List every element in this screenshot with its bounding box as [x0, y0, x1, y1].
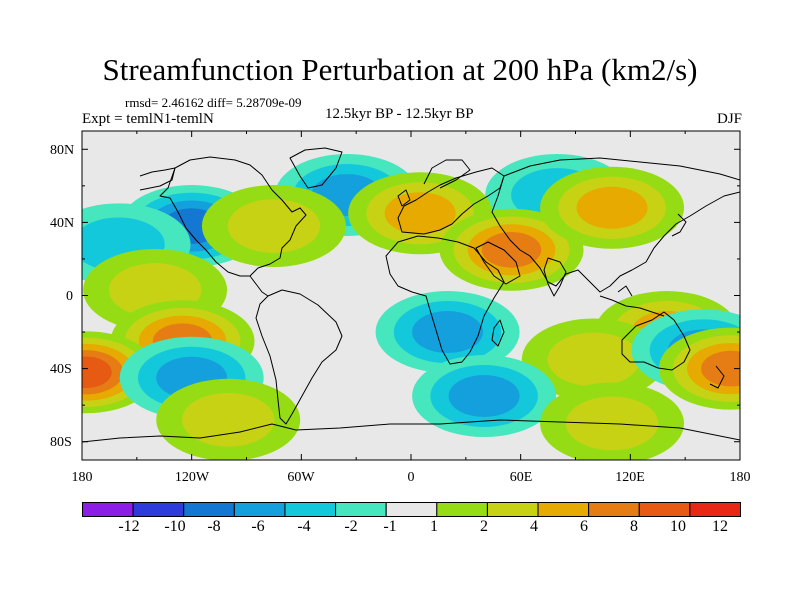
colorbar-box-6 — [385, 502, 438, 517]
field-contour-18-1 — [182, 392, 275, 447]
coastline-scandinavia — [423, 159, 471, 189]
coastline-alaska — [139, 167, 176, 191]
coastline-africa — [385, 235, 505, 365]
colorbar-box-9 — [537, 502, 590, 517]
colorbar-box-10 — [588, 502, 640, 517]
period-label: 12.5kyr BP - 12.5kyr BP — [325, 106, 474, 122]
coastline-australia — [621, 311, 691, 371]
colorbar-label: -6 — [251, 518, 265, 535]
coastline-indonesia — [599, 285, 665, 317]
colorbar-label: 1 — [430, 518, 438, 535]
colorbar — [82, 502, 742, 517]
field-contour-5-3 — [481, 231, 542, 268]
coastline-madagascar — [491, 319, 505, 347]
field-contour-12-1 — [547, 332, 640, 387]
colorbar-label: -10 — [164, 518, 186, 535]
lon-tick-0: 0 — [407, 470, 415, 485]
colorbar-label: -12 — [118, 518, 140, 535]
field-contour-10-2 — [412, 311, 484, 354]
coastline-arabia — [475, 241, 521, 285]
lon-tick-120w: 120W — [174, 470, 210, 485]
coastline-greenland — [289, 147, 343, 189]
field-contour-15-4 — [82, 356, 112, 389]
stats-line: rmsd= 2.46162 diff= 5.28709e-09 — [125, 95, 302, 110]
colorbar-box-11 — [638, 502, 691, 517]
coastline-new-zealand — [709, 365, 725, 389]
coastline-layer — [82, 147, 740, 443]
lon-tick-180e: 180 — [729, 470, 751, 485]
colorbar-box-12 — [689, 502, 742, 517]
field-contour-4-2 — [384, 192, 456, 235]
colorbar-label: 4 — [530, 518, 538, 535]
streamfunction-field — [82, 153, 740, 460]
field-contour-7-1 — [227, 199, 321, 253]
coastline-british-isles — [397, 189, 411, 207]
colorbar-label: -1 — [383, 518, 397, 535]
lat-tick-0: 0 — [66, 289, 73, 304]
field-contour-17-2 — [448, 375, 520, 418]
colorbar-box-5 — [335, 502, 387, 517]
lat-tick-80s: 80S — [50, 435, 72, 450]
coastline-japan — [671, 213, 687, 237]
lon-tick-120e: 120E — [615, 470, 645, 485]
colorbar-box-3 — [233, 502, 286, 517]
colorbar-box-7 — [436, 502, 488, 517]
colorbar-box-0 — [82, 502, 134, 517]
lon-tick-60w: 60W — [287, 470, 315, 485]
lat-tick-80n: 80N — [50, 143, 75, 158]
colorbar-label: 8 — [630, 518, 638, 535]
colorbar-box-2 — [183, 502, 235, 517]
coastline-antarctica — [82, 419, 740, 443]
coastline-india — [543, 257, 567, 297]
season-label: DJF — [716, 111, 742, 127]
lat-tick-40n: 40N — [50, 216, 75, 231]
colorbar-box-4 — [284, 502, 337, 517]
colorbar-label: -2 — [344, 518, 358, 535]
lon-tick-180w: 180 — [71, 470, 93, 485]
colorbar-label: 12 — [712, 518, 728, 535]
coastline-asia — [491, 157, 740, 293]
coastline-europe — [397, 167, 505, 235]
colorbar-label: -4 — [297, 518, 311, 535]
figure-title: Streamfunction Perturbation at 200 hPa (… — [102, 52, 698, 87]
colorbar-box-8 — [486, 502, 539, 517]
colorbar-label: 10 — [670, 518, 686, 535]
colorbar-label: 6 — [580, 518, 588, 535]
lon-tick-60e: 60E — [509, 470, 533, 485]
colorbar-box-1 — [132, 502, 185, 517]
field-contour-14-3 — [701, 350, 740, 387]
experiment-label: Expt = temlN1-temlN — [82, 111, 214, 127]
coastline-central-america — [249, 275, 269, 297]
field-contour-6-2 — [576, 186, 648, 229]
colorbar-label: -8 — [207, 518, 221, 535]
lat-tick-40s: 40S — [50, 362, 72, 377]
coastline-north-america — [159, 156, 307, 277]
coastline-south-america — [255, 289, 343, 425]
colorbar-label: 2 — [480, 518, 488, 535]
